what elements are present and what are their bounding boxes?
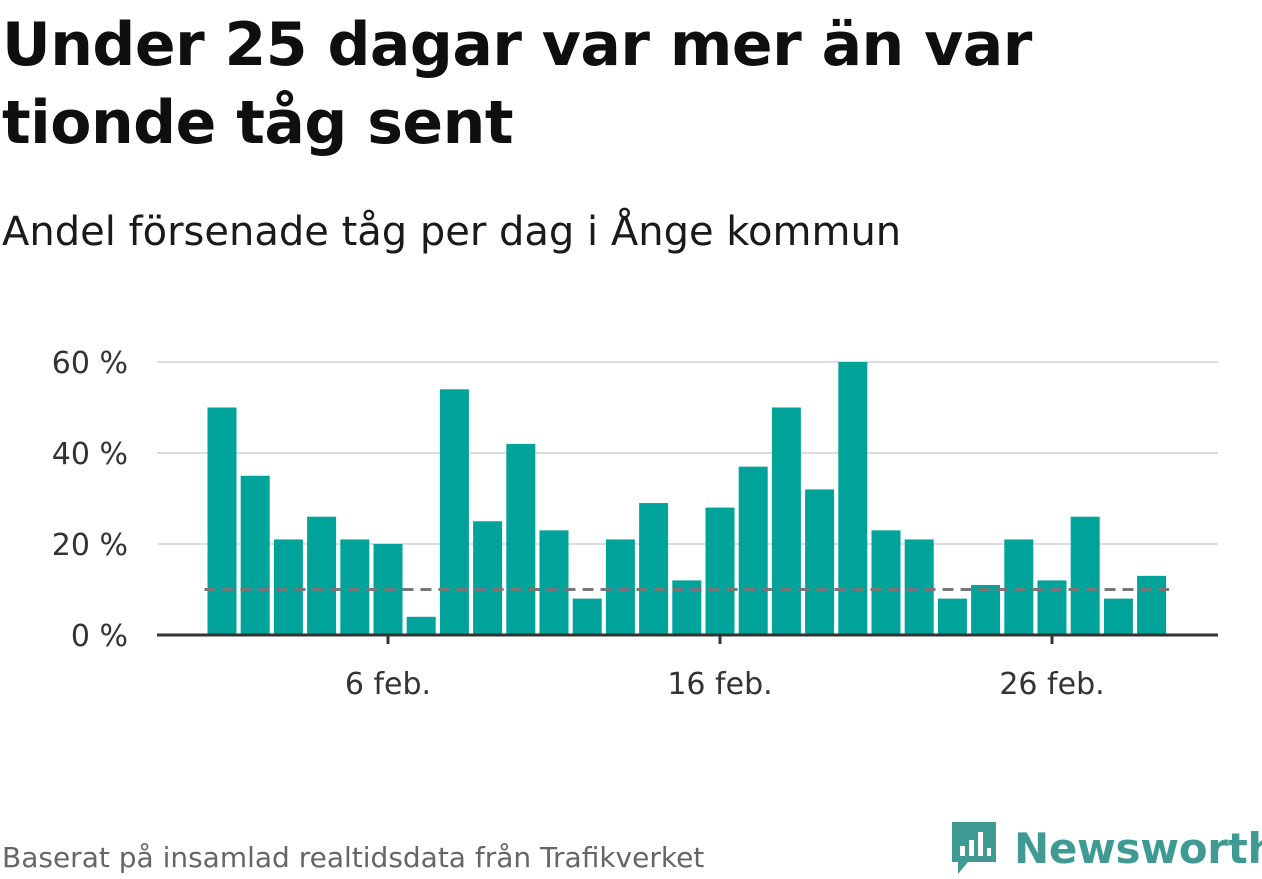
newsworthy-logo-icon (952, 822, 996, 874)
bar-day-13[interactable] (605, 539, 635, 635)
x-tick-label: 16 feb. (667, 667, 772, 702)
x-tick-label: 6 feb. (345, 667, 431, 702)
bar-day-5[interactable] (340, 539, 370, 635)
bar-day-7[interactable] (406, 616, 436, 635)
bar-day-25[interactable] (1004, 539, 1034, 635)
bar-day-23[interactable] (937, 598, 967, 635)
bar-day-20[interactable] (838, 362, 868, 635)
bar-chart: 0 % 20 % 40 % 60 % 6 feb. 16 feb. 26 feb. (52, 346, 1218, 702)
bar-day-17[interactable] (738, 466, 768, 635)
bar-day-10[interactable] (506, 443, 536, 635)
tick-labels: 0 % 20 % 40 % 60 % 6 feb. 16 feb. 26 feb. (52, 346, 1105, 702)
bar-day-27[interactable] (1070, 516, 1100, 635)
bar-day-11[interactable] (539, 530, 569, 635)
bar-day-24[interactable] (971, 584, 1001, 635)
brand-name: Newsworthy (1014, 823, 1262, 873)
bar-day-28[interactable] (1103, 598, 1133, 635)
bar-day-29[interactable] (1137, 575, 1167, 635)
bar-day-1[interactable] (207, 407, 237, 636)
y-tick-label: 40 % (52, 437, 128, 472)
brand-logo[interactable]: Newsworthy (948, 818, 1262, 878)
bar-day-16[interactable] (705, 507, 735, 635)
bar-day-3[interactable] (273, 539, 303, 635)
y-tick-label: 0 % (71, 619, 128, 654)
y-tick-label: 20 % (52, 528, 128, 563)
bar-day-8[interactable] (439, 389, 469, 635)
bar-day-14[interactable] (639, 503, 669, 635)
bar-day-12[interactable] (572, 598, 602, 635)
bar-day-2[interactable] (240, 475, 270, 635)
bar-day-19[interactable] (805, 489, 835, 635)
bar-day-18[interactable] (771, 407, 801, 636)
bars (207, 362, 1167, 636)
x-tick-label: 26 feb. (999, 667, 1104, 702)
bar-day-21[interactable] (871, 530, 901, 635)
axes (157, 633, 1218, 644)
chart-subtitle: Andel försenade tåg per dag i Ånge kommu… (2, 209, 902, 255)
chart-title: Under 25 dagar var mer än var tionde tåg… (2, 10, 1032, 158)
bar-day-22[interactable] (904, 539, 934, 635)
bar-day-9[interactable] (473, 521, 503, 635)
y-tick-label: 60 % (52, 346, 128, 381)
source-note: Baserat på insamlad realtidsdata från Tr… (2, 841, 705, 874)
bar-day-4[interactable] (307, 516, 337, 635)
